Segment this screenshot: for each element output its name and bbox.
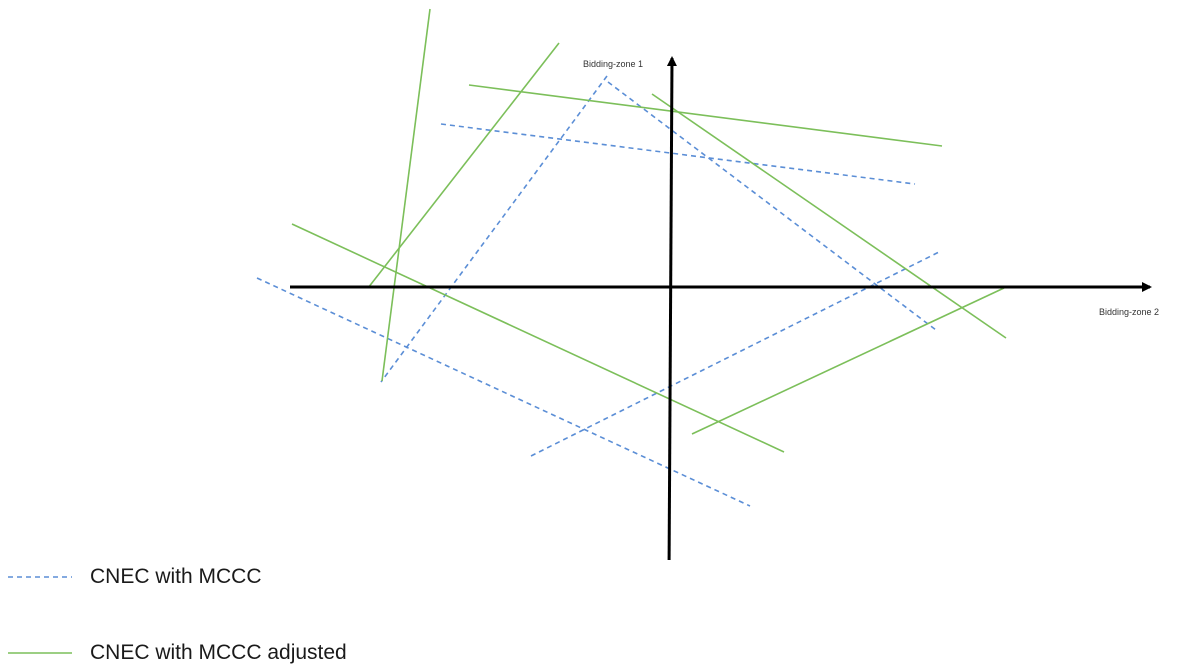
dashed-line-swatch: [8, 576, 72, 578]
cnec-adjusted-line-1: [381, 8, 431, 382]
legend: CNEC with MCCC CNEC with MCCC adjusted: [8, 560, 408, 670]
vertical-axis: [666, 56, 677, 560]
legend-item-cnec-mccc: CNEC with MCCC: [8, 562, 262, 592]
cnec-adjusted-line-5: [291, 223, 785, 453]
legend-item-cnec-mccc-adjusted: CNEC with MCCC adjusted: [8, 638, 347, 668]
cnec-mccc-adjusted-lines: [291, 8, 1007, 453]
cnec-adjusted-line-3: [468, 84, 943, 147]
cnec-adjusted-line-6: [691, 287, 1005, 435]
legend-label-cnec-mccc-adjusted: CNEC with MCCC adjusted: [90, 641, 347, 664]
cnec-adjusted-line-2: [367, 42, 560, 289]
cnec-mccc-line-4: [607, 81, 937, 331]
solid-line-swatch: [8, 652, 72, 654]
cnec-mccc-lines: [256, 75, 942, 507]
vertical-axis-label: Bidding-zone 1: [583, 59, 643, 69]
horizontal-axis-label: Bidding-zone 2: [1099, 307, 1159, 317]
cnec-domain-diagram: Bidding-zone 1 Bidding-zone 2: [256, 8, 1159, 560]
cnec-adjusted-line-4: [651, 93, 1007, 339]
cnec-mccc-line-2: [380, 75, 608, 383]
cnec-mccc-line-3: [256, 277, 751, 507]
cnec-mccc-line-5: [530, 250, 942, 457]
cnec-mccc-line-1: [440, 123, 916, 185]
legend-label-cnec-mccc: CNEC with MCCC: [90, 565, 262, 588]
axes: Bidding-zone 1 Bidding-zone 2: [290, 56, 1159, 560]
